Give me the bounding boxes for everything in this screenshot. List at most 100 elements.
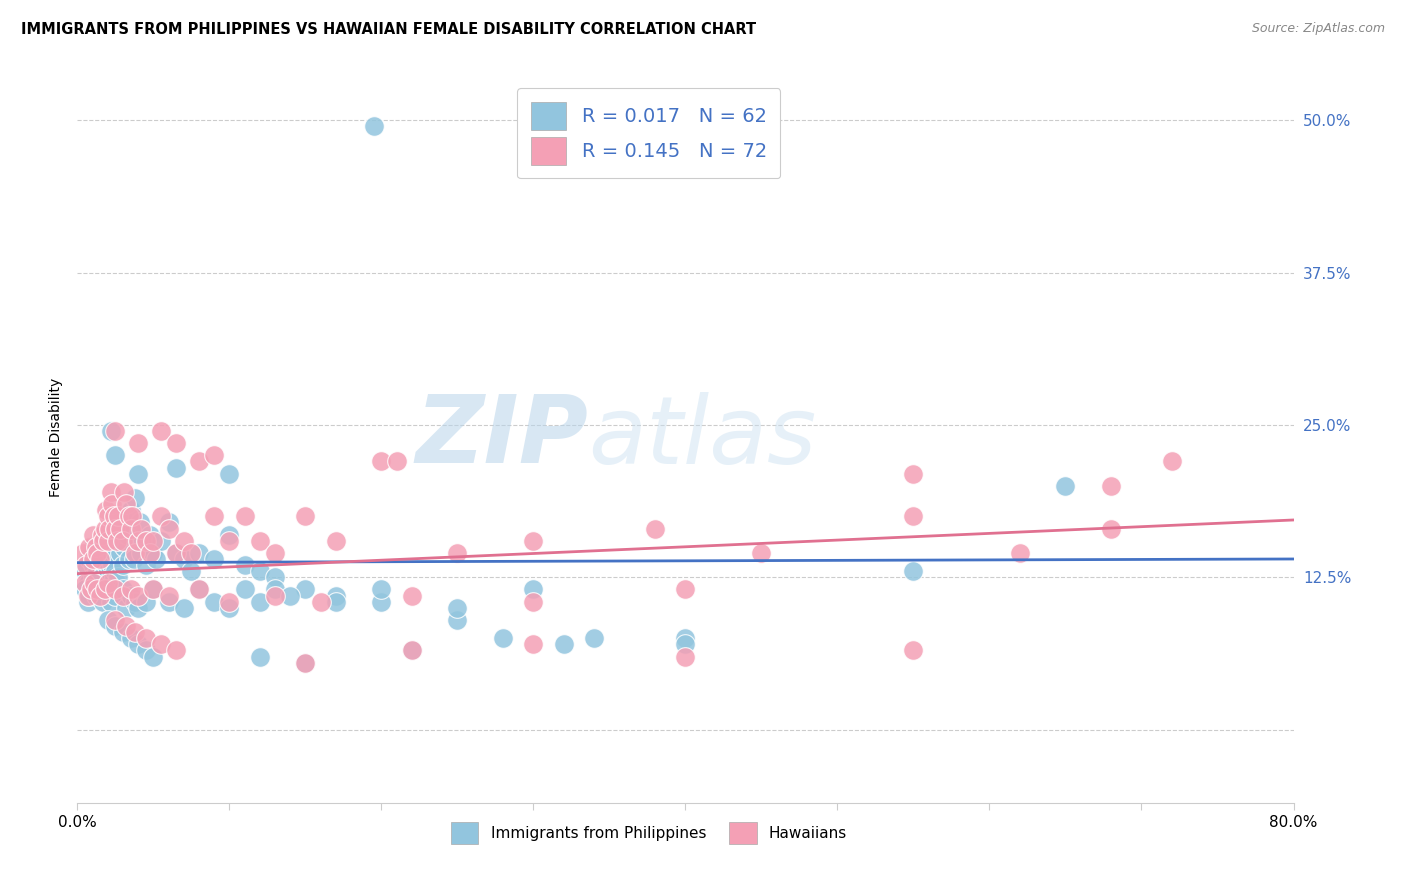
Point — [157, 521, 180, 535]
Legend: Immigrants from Philippines, Hawaiians: Immigrants from Philippines, Hawaiians — [444, 816, 853, 850]
Point — [218, 527, 240, 541]
Point — [82, 570, 104, 584]
Point — [111, 589, 134, 603]
Point — [111, 558, 134, 573]
Point — [105, 533, 128, 548]
Point — [77, 589, 100, 603]
Point — [86, 564, 108, 578]
Point — [73, 564, 96, 578]
Point — [1008, 546, 1031, 560]
Point — [82, 576, 104, 591]
Point — [120, 521, 142, 535]
Point — [370, 582, 392, 597]
Point — [446, 546, 468, 560]
Point — [249, 594, 271, 608]
Point — [124, 625, 146, 640]
Point — [127, 436, 149, 450]
Point — [82, 552, 104, 566]
Point — [127, 533, 149, 548]
Point — [72, 546, 94, 560]
Point — [98, 558, 121, 573]
Point — [91, 594, 114, 608]
Point — [165, 460, 187, 475]
Point — [127, 467, 149, 481]
Point — [86, 546, 108, 560]
Point — [84, 589, 107, 603]
Point — [218, 533, 240, 548]
Point — [97, 546, 120, 560]
Point — [83, 576, 105, 591]
Point — [120, 632, 142, 646]
Point — [97, 582, 120, 597]
Point — [294, 582, 316, 597]
Point — [325, 533, 347, 548]
Point — [82, 540, 104, 554]
Point — [73, 576, 96, 591]
Point — [675, 632, 697, 646]
Point — [145, 552, 167, 566]
Point — [127, 589, 149, 603]
Point — [142, 649, 165, 664]
Point — [115, 619, 138, 633]
Point — [264, 582, 287, 597]
Point — [98, 521, 121, 535]
Point — [97, 509, 120, 524]
Point — [294, 656, 316, 670]
Point — [1099, 479, 1122, 493]
Point — [97, 533, 120, 548]
Point — [142, 582, 165, 597]
Y-axis label: Female Disability: Female Disability — [49, 377, 63, 497]
Point — [149, 424, 172, 438]
Point — [96, 503, 118, 517]
Point — [86, 582, 108, 597]
Point — [363, 120, 385, 134]
Point — [84, 552, 107, 566]
Point — [188, 582, 211, 597]
Point — [188, 546, 211, 560]
Point — [180, 564, 202, 578]
Point — [100, 485, 122, 500]
Point — [401, 643, 423, 657]
Point — [218, 600, 240, 615]
Point — [401, 643, 423, 657]
Point — [73, 582, 96, 597]
Point — [553, 637, 575, 651]
Text: IMMIGRANTS FROM PHILIPPINES VS HAWAIIAN FEMALE DISABILITY CORRELATION CHART: IMMIGRANTS FROM PHILIPPINES VS HAWAIIAN … — [21, 22, 756, 37]
Point — [89, 558, 111, 573]
Point — [89, 552, 111, 566]
Point — [79, 552, 101, 566]
Point — [104, 448, 127, 462]
Point — [149, 533, 172, 548]
Point — [446, 613, 468, 627]
Point — [77, 576, 100, 591]
Point — [104, 589, 127, 603]
Point — [675, 582, 697, 597]
Point — [139, 527, 162, 541]
Point — [233, 558, 256, 573]
Point — [135, 558, 157, 573]
Point — [114, 540, 136, 554]
Text: Source: ZipAtlas.com: Source: ZipAtlas.com — [1251, 22, 1385, 36]
Point — [903, 467, 925, 481]
Point — [104, 582, 127, 597]
Point — [101, 558, 124, 573]
Point — [751, 546, 773, 560]
Point — [233, 582, 256, 597]
Point — [294, 656, 316, 670]
Point — [93, 582, 115, 597]
Point — [264, 589, 287, 603]
Point — [91, 533, 114, 548]
Point — [165, 643, 187, 657]
Point — [135, 643, 157, 657]
Point — [90, 527, 112, 541]
Point — [370, 594, 392, 608]
Point — [101, 497, 124, 511]
Point — [129, 546, 152, 560]
Point — [202, 552, 225, 566]
Point — [1161, 454, 1184, 468]
Point — [127, 600, 149, 615]
Point — [325, 589, 347, 603]
Point — [157, 516, 180, 530]
Point — [202, 509, 225, 524]
Point — [173, 600, 195, 615]
